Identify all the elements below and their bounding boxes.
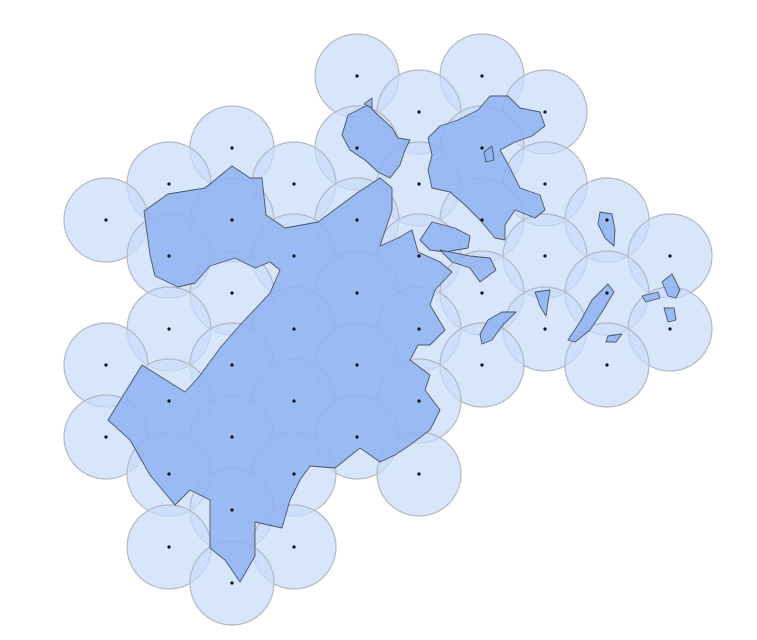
circle-center-dot	[230, 291, 234, 295]
charlestown-landmass	[341, 104, 411, 179]
circle-center-dot	[355, 291, 359, 295]
island-8	[663, 307, 677, 323]
circle-center-dot	[230, 363, 234, 367]
circle-center-dot	[417, 254, 421, 258]
island-2	[534, 289, 551, 317]
east-boston-landmass	[427, 95, 546, 241]
island-1	[597, 211, 616, 247]
circle-center-dot	[292, 472, 296, 476]
circle-center-dot	[668, 327, 672, 331]
circle-center-dot	[480, 74, 484, 78]
circle-center-dot	[480, 146, 484, 150]
circle-center-dot	[230, 146, 234, 150]
circle-center-dot	[355, 74, 359, 78]
circle-center-dot	[230, 581, 234, 585]
circle-center-dot	[167, 472, 171, 476]
main-landmass	[107, 165, 453, 583]
circle-center-dot	[292, 254, 296, 258]
island-6	[641, 291, 661, 303]
circle-centers	[104, 74, 672, 585]
circle-center-dot	[417, 472, 421, 476]
circle-center-dot	[355, 218, 359, 222]
circle-center-dot	[543, 327, 547, 331]
circle-center-dot	[355, 363, 359, 367]
pier-landmass	[439, 249, 497, 283]
circle-center-dot	[480, 291, 484, 295]
circle-center-dot	[167, 254, 171, 258]
circle-center-dot	[230, 218, 234, 222]
circle-center-dot	[104, 363, 108, 367]
circle-center-dot	[230, 508, 234, 512]
circle-center-dot	[292, 182, 296, 186]
circle-center-dot	[417, 110, 421, 114]
island-9	[483, 145, 495, 163]
circle-center-dot	[104, 218, 108, 222]
island-10	[363, 97, 373, 109]
circle-center-dot	[543, 110, 547, 114]
circle-center-dot	[355, 435, 359, 439]
circle-center-dot	[292, 327, 296, 331]
circle-center-dot	[104, 435, 108, 439]
circle-center-dot	[605, 291, 609, 295]
circle-center-dot	[605, 363, 609, 367]
circle-center-dot	[543, 254, 547, 258]
circle-center-dot	[417, 182, 421, 186]
circle-center-dot	[480, 218, 484, 222]
circle-center-dot	[480, 363, 484, 367]
circle-center-dot	[230, 435, 234, 439]
circle-center-dot	[167, 399, 171, 403]
land-masses	[107, 95, 681, 583]
circle-center-dot	[167, 545, 171, 549]
circle-center-dot	[417, 399, 421, 403]
circle-center-dot	[605, 218, 609, 222]
circle-center-dot	[543, 182, 547, 186]
circle-center-dot	[668, 254, 672, 258]
circle-center-dot	[417, 327, 421, 331]
island-3	[479, 311, 517, 345]
circle-center-dot	[167, 182, 171, 186]
circle-center-dot	[355, 146, 359, 150]
south-boston-strip	[419, 221, 471, 253]
island-7	[661, 273, 681, 299]
circle-center-dot	[292, 545, 296, 549]
island-5	[605, 333, 623, 343]
island-4	[567, 283, 615, 343]
circle-center-dot	[292, 399, 296, 403]
circle-center-dot	[167, 327, 171, 331]
